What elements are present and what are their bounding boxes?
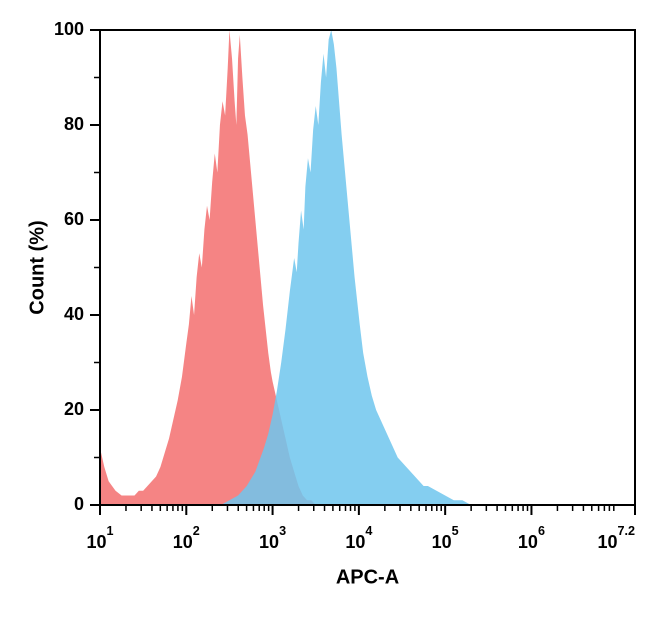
y-tick-label: 60	[64, 209, 84, 229]
x-axis-title: APC-A	[336, 567, 399, 589]
flow-cytometry-chart: 020406080100Count (%)1011021031041051061…	[0, 0, 649, 619]
y-tick-label: 20	[64, 399, 84, 419]
y-tick-label: 40	[64, 304, 84, 324]
y-tick-label: 100	[54, 19, 84, 39]
y-tick-label: 0	[74, 494, 84, 514]
y-tick-label: 80	[64, 114, 84, 134]
chart-svg: 020406080100Count (%)1011021031041051061…	[0, 0, 649, 619]
y-axis-title: Count (%)	[26, 220, 48, 314]
